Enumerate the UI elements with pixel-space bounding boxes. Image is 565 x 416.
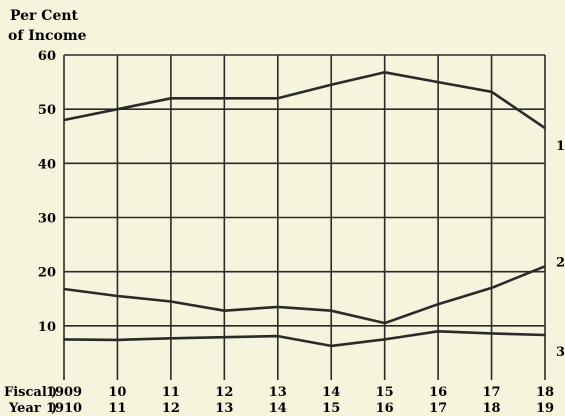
x-tick-label-top: 15	[376, 385, 394, 400]
y-tick-label: 50	[38, 103, 56, 118]
x-tick-label-bottom: 14	[269, 401, 287, 416]
data-point	[170, 337, 172, 340]
data-point	[330, 83, 333, 86]
data-point	[276, 97, 279, 100]
series-label-2: 2	[556, 255, 565, 270]
y-tick-label: 20	[38, 266, 56, 281]
data-point	[276, 335, 279, 337]
series-labels: 1 2 3	[556, 139, 565, 360]
y-ticks: 10 20 30 40 50 60	[38, 49, 56, 335]
grid	[63, 54, 546, 380]
data-point	[116, 108, 119, 110]
data-point	[63, 119, 65, 121]
data-point	[63, 288, 65, 290]
x-tick-label-bottom: 19	[536, 401, 554, 416]
data-point	[63, 338, 65, 341]
y-tick-label: 10	[38, 320, 56, 335]
data-point	[490, 332, 493, 335]
y-axis-label-line2: of Income	[8, 28, 87, 44]
data-point	[383, 71, 386, 74]
data-point	[170, 300, 172, 303]
y-tick-label: 60	[38, 49, 56, 64]
x-tick-label-bottom: 12	[162, 401, 180, 416]
x-tick-label-bottom: 15	[322, 401, 340, 416]
x-tick-label-top: 17	[483, 385, 501, 400]
y-tick-label: 40	[38, 157, 56, 172]
x-brace-top: )	[51, 385, 57, 400]
data-point	[170, 97, 172, 100]
x-tick-label-bottom: 18	[483, 401, 501, 416]
data-point	[437, 81, 439, 83]
x-tick-label-top: 13	[269, 385, 287, 400]
y-axis-label-line1: Per Cent	[10, 8, 79, 24]
data-point	[383, 338, 386, 341]
data-point	[116, 295, 119, 297]
x-tick-label-top: 11	[162, 385, 180, 400]
data-point	[544, 265, 546, 268]
series-line-1	[63, 71, 546, 130]
series-lines	[63, 71, 546, 348]
data-point	[223, 97, 226, 100]
data-point	[490, 287, 493, 289]
series-line-3	[63, 329, 546, 348]
series-label-3: 3	[556, 345, 565, 360]
data-point	[330, 309, 333, 312]
x-caption-year: Year	[8, 401, 41, 416]
data-point	[330, 345, 333, 347]
x-tick-label-bottom: 1910	[46, 401, 82, 416]
data-point	[223, 309, 226, 312]
data-point	[116, 339, 119, 341]
x-tick-label-bottom: 17	[429, 401, 447, 416]
data-point	[383, 322, 386, 324]
series-line-2	[63, 265, 546, 325]
x-tick-label-top: 12	[215, 385, 233, 400]
data-point	[276, 306, 279, 308]
x-tick-label-top: 18	[536, 385, 554, 400]
data-point	[437, 330, 439, 333]
x-tick-label-bottom: 16	[376, 401, 394, 416]
data-point	[437, 303, 439, 305]
x-tick-label-top: 1909	[46, 385, 82, 400]
x-brace-bottom: )	[51, 401, 57, 416]
data-point	[223, 336, 226, 339]
series-label-1: 1	[556, 139, 565, 154]
x-tick-label-top: 10	[108, 385, 126, 400]
data-point	[544, 334, 546, 336]
data-point	[490, 91, 493, 93]
x-tick-label-bottom: 11	[108, 401, 126, 416]
x-caption-fiscal: Fiscal	[4, 385, 47, 400]
data-point	[544, 127, 546, 129]
y-tick-label: 30	[38, 212, 56, 227]
x-tick-label-top: 14	[322, 385, 340, 400]
x-tick-label-top: 16	[429, 385, 447, 400]
x-tick-label-bottom: 13	[215, 401, 233, 416]
